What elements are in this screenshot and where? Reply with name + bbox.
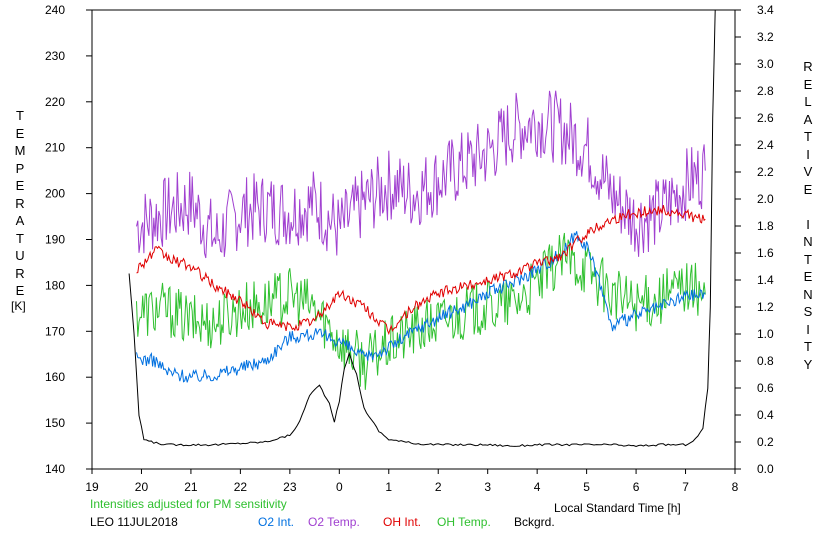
legend-item-bckgrd: Bckgrd. [514,515,555,529]
series-line-oh-int [136,204,706,336]
y-right-tick-label: 0.2 [757,435,774,449]
y-right-tick-label: 2.0 [757,192,774,206]
y-right-tick-label: 3.4 [757,3,774,17]
y-left-tick-label: 240 [45,3,65,17]
x-tick-label: 19 [85,480,99,494]
y-left-tick-label: 230 [45,49,65,63]
station-date-label: LEO 11JUL2018 [90,515,178,529]
y-left-tick-label: 200 [45,187,65,201]
y-left-tick-label: 170 [45,324,65,338]
y-right-tick-label: 1.0 [757,327,774,341]
x-axis-label: Local Standard Time [h] [554,501,681,515]
series-line-bckgrd [128,9,716,448]
y-right-tick-label: 0.6 [757,381,774,395]
x-tick-label: 4 [534,480,541,494]
y-right-tick-label: 1.4 [757,273,774,287]
y-left-tick-label: 220 [45,95,65,109]
y-left-tick-label: 150 [45,416,65,430]
y-left-tick-label: 160 [45,370,65,384]
x-tick-label: 0 [336,480,343,494]
x-tick-label: 21 [184,480,198,494]
x-tick-label: 2 [435,480,442,494]
series-line-o2-int [136,231,706,383]
y-left-tick-label: 210 [45,141,65,155]
x-tick-label: 5 [583,480,590,494]
x-tick-label: 6 [633,480,640,494]
legend-item-oh-int: OH Int. [383,515,422,529]
y-right-tick-label: 3.0 [757,57,774,71]
legend-item-oh-temp: OH Temp. [437,515,491,529]
y-right-tick-label: 1.6 [757,246,774,260]
y-right-tick-label: 2.2 [757,165,774,179]
x-tick-label: 3 [484,480,491,494]
plot-frame [91,9,736,470]
y-left-tick-label: 190 [45,233,65,247]
y-right-tick-label: 1.8 [757,219,774,233]
x-tick-label: 20 [135,480,149,494]
y-right-tick-label: 0.0 [757,462,774,476]
y-right-tick-label: 2.8 [757,84,774,98]
y-left-tick-label: 180 [45,278,65,292]
series-line-o2-temp [136,90,706,259]
y-right-tick-label: 0.4 [757,408,774,422]
y-right-tick-label: 2.6 [757,111,774,125]
legend-item-o2-int: O2 Int. [258,515,295,529]
y-right-tick-label: 3.2 [757,30,774,44]
y-right-tick-label: 0.8 [757,354,774,368]
sensitivity-note: Intensities adjusted for PM sensitivity [90,497,287,511]
legend-item-o2-temp: O2 Temp. [308,515,360,529]
y-left-tick-label: 140 [45,462,65,476]
y-right-tick-label: 2.4 [757,138,774,152]
x-tick-label: 23 [283,480,297,494]
x-tick-label: 7 [682,480,689,494]
y-right-tick-label: 1.2 [757,300,774,314]
x-tick-label: 1 [385,480,392,494]
x-tick-label: 22 [234,480,248,494]
x-tick-label: 8 [732,480,739,494]
series-line-oh-temp [136,232,706,390]
y-left-axis-unit: [K] [11,299,26,313]
